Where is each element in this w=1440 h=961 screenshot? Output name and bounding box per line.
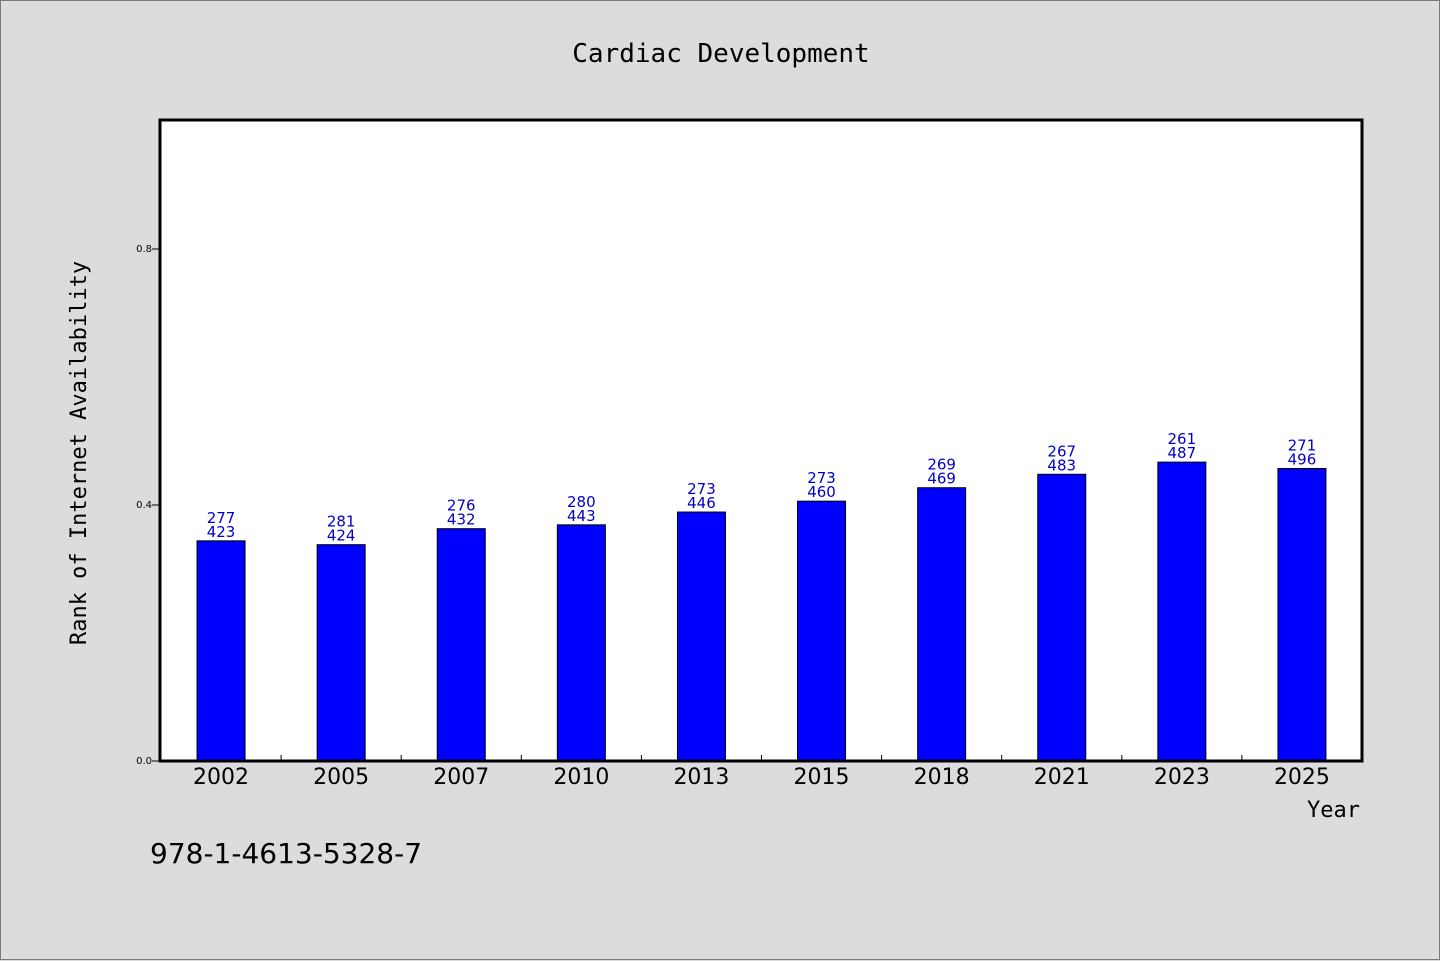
bar-labels-layer: 2774232814242764322804432734462734602694… [207, 430, 1317, 545]
plot-border [158, 118, 1364, 763]
y-axis-ticks: 0.0 0.4 0.8 [136, 244, 160, 767]
x-axis-ticks: 2002 2005 2007 2010 2013 2015 2018 2021 2023 2025 [193, 755, 1330, 790]
chart-title: Cardiac Development [572, 39, 869, 69]
x-tick-label-2015: 2015 [794, 765, 850, 790]
bar-2023 [1157, 461, 1207, 762]
y-tick-label-0.8: 0.8 [136, 244, 152, 255]
footer-isbn: 978-1-4613-5328-7 [150, 837, 422, 870]
bar-label-bottom-2007: 432 [447, 511, 476, 529]
bar-label-top-2010: 280 [567, 493, 596, 511]
bar-label-top-2018: 269 [927, 456, 956, 474]
bar-label-top-2025: 271 [1288, 437, 1317, 455]
x-tick-label-2002: 2002 [193, 765, 249, 790]
bar-label-bottom-2018: 469 [927, 470, 956, 488]
bar-2015 [797, 500, 847, 762]
bar-label-bottom-2025: 496 [1288, 451, 1317, 469]
bar-label-bottom-2015: 460 [807, 483, 836, 501]
y-tick-label-0.4: 0.4 [136, 500, 152, 511]
x-axis-label: Year [1307, 798, 1360, 823]
x-tick-label-2025: 2025 [1274, 765, 1330, 790]
bar-label-bottom-2005: 424 [327, 527, 356, 545]
bar-label-top-2013: 273 [687, 480, 716, 498]
bar-2018 [917, 487, 967, 762]
x-tick-label-2018: 2018 [914, 765, 970, 790]
bar-label-bottom-2013: 446 [687, 494, 716, 512]
x-tick-label-2021: 2021 [1034, 765, 1090, 790]
bar-2025 [1277, 468, 1327, 762]
bar-label-top-2021: 267 [1047, 442, 1076, 460]
y-tick-label-0.0: 0.0 [136, 756, 152, 767]
x-tick-label-2007: 2007 [433, 765, 489, 790]
x-tick-label-2005: 2005 [313, 765, 369, 790]
bar-2005 [316, 544, 366, 762]
bar-label-top-2023: 261 [1168, 430, 1197, 448]
bar-label-bottom-2021: 483 [1047, 456, 1076, 474]
bar-2002 [196, 540, 246, 762]
x-tick-label-2013: 2013 [673, 765, 729, 790]
bar-label-top-2007: 276 [447, 497, 476, 515]
bar-label-top-2005: 281 [327, 513, 356, 531]
bar-2010 [556, 524, 606, 762]
bar-label-bottom-2023: 487 [1168, 444, 1197, 462]
x-tick-label-2010: 2010 [553, 765, 609, 790]
bar-2021 [1037, 473, 1087, 762]
bars-layer [196, 461, 1327, 762]
bar-label-top-2015: 273 [807, 469, 836, 487]
y-axis-label: Rank of Internet Availability [67, 261, 92, 645]
bar-2007 [436, 528, 486, 762]
x-tick-label-2023: 2023 [1154, 765, 1210, 790]
bar-label-top-2002: 277 [207, 509, 236, 527]
bar-2013 [676, 511, 726, 762]
bar-label-bottom-2002: 423 [207, 523, 236, 541]
bar-label-bottom-2010: 443 [567, 507, 596, 525]
